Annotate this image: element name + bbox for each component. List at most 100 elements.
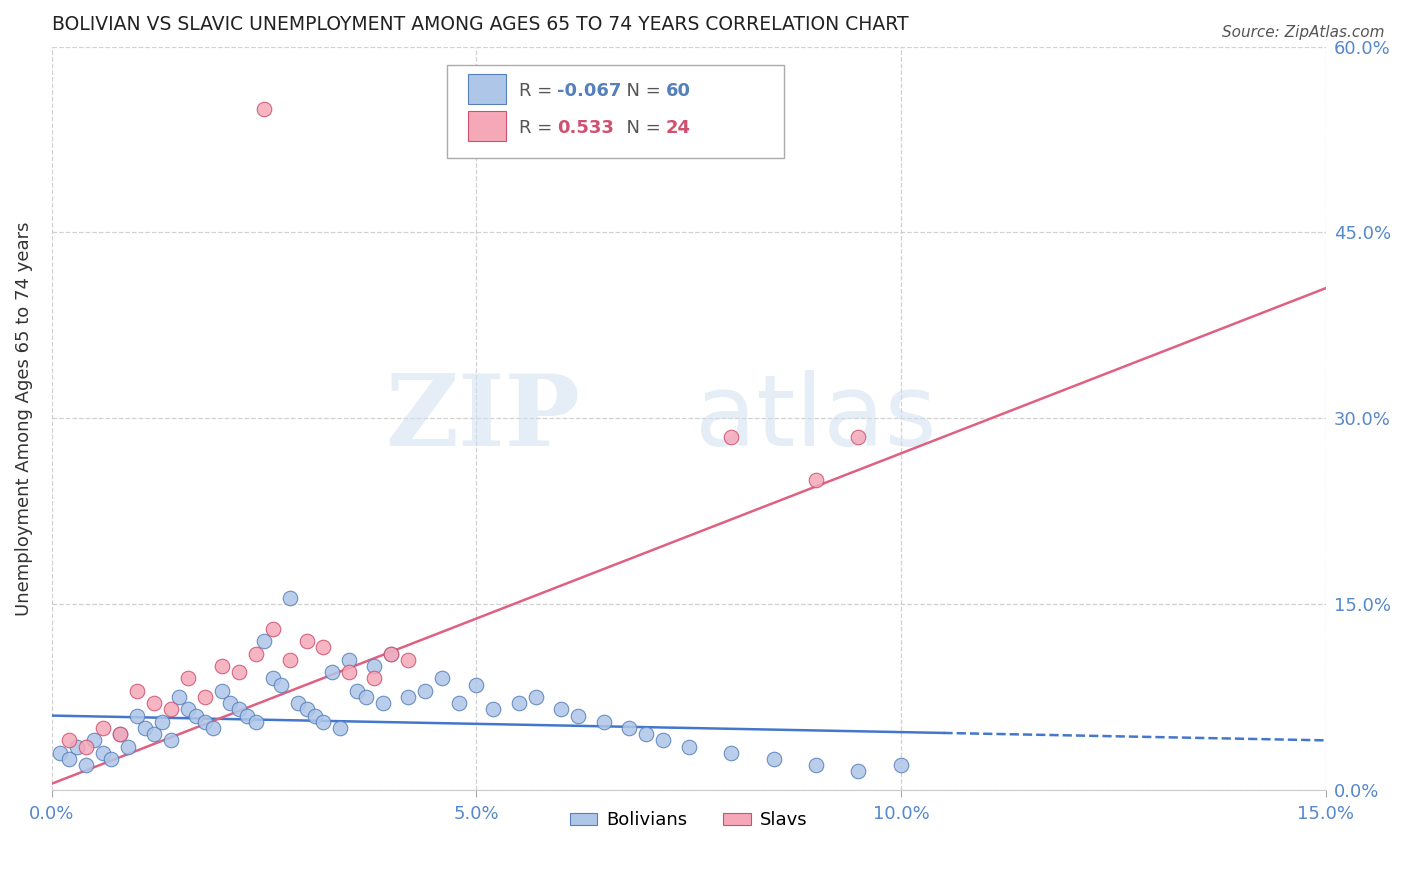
Point	[890, 758, 912, 772]
Text: ZIP: ZIP	[385, 370, 581, 467]
Text: -0.067: -0.067	[557, 82, 621, 100]
Point	[228, 665, 250, 680]
Point	[270, 678, 292, 692]
Bar	[468, 112, 506, 141]
Point	[159, 702, 181, 716]
Point	[75, 739, 97, 754]
Point	[415, 683, 437, 698]
Point	[194, 690, 217, 704]
Point	[380, 647, 402, 661]
Point	[804, 758, 827, 772]
Point	[117, 739, 139, 754]
Point	[176, 672, 198, 686]
Point	[329, 721, 352, 735]
Point	[636, 727, 658, 741]
Point	[167, 690, 190, 704]
Point	[465, 678, 488, 692]
Point	[449, 696, 471, 710]
Point	[432, 672, 454, 686]
Point	[202, 721, 225, 735]
Point	[278, 591, 301, 605]
Point	[125, 708, 148, 723]
Point	[150, 714, 173, 729]
Point	[194, 714, 217, 729]
Point	[49, 746, 72, 760]
Point	[100, 752, 122, 766]
Point	[321, 665, 343, 680]
Point	[848, 430, 870, 444]
Point	[66, 739, 89, 754]
Point	[482, 702, 505, 716]
Point	[219, 696, 242, 710]
Point	[363, 659, 385, 673]
Text: N =: N =	[614, 82, 666, 100]
Point	[312, 640, 335, 655]
Point	[312, 714, 335, 729]
Point	[83, 733, 105, 747]
Point	[58, 752, 80, 766]
Point	[371, 696, 394, 710]
Point	[262, 622, 284, 636]
Legend: Bolivians, Slavs: Bolivians, Slavs	[562, 805, 814, 837]
Point	[278, 653, 301, 667]
Point	[363, 672, 385, 686]
Point	[295, 702, 318, 716]
Point	[236, 708, 259, 723]
Text: 0.533: 0.533	[557, 120, 614, 137]
Point	[253, 102, 276, 116]
Point	[337, 665, 360, 680]
Point	[184, 708, 207, 723]
Point	[142, 727, 165, 741]
Text: 60: 60	[665, 82, 690, 100]
Point	[159, 733, 181, 747]
FancyBboxPatch shape	[447, 65, 785, 158]
Point	[108, 727, 131, 741]
Text: Source: ZipAtlas.com: Source: ZipAtlas.com	[1222, 25, 1385, 40]
Point	[592, 714, 614, 729]
Point	[396, 653, 419, 667]
Point	[678, 739, 700, 754]
Point	[380, 647, 402, 661]
Point	[619, 721, 641, 735]
Point	[346, 683, 368, 698]
Bar	[468, 74, 506, 103]
Point	[176, 702, 198, 716]
Point	[142, 696, 165, 710]
Point	[262, 672, 284, 686]
Point	[524, 690, 547, 704]
Text: atlas: atlas	[695, 370, 936, 467]
Point	[108, 727, 131, 741]
Point	[91, 746, 114, 760]
Point	[134, 721, 156, 735]
Point	[762, 752, 785, 766]
Text: R =: R =	[519, 120, 558, 137]
Point	[295, 634, 318, 648]
Point	[720, 430, 742, 444]
Point	[720, 746, 742, 760]
Point	[253, 634, 276, 648]
Point	[91, 721, 114, 735]
Point	[396, 690, 419, 704]
Point	[58, 733, 80, 747]
Point	[228, 702, 250, 716]
Point	[652, 733, 675, 747]
Point	[287, 696, 309, 710]
Text: 24: 24	[665, 120, 690, 137]
Point	[75, 758, 97, 772]
Point	[245, 714, 267, 729]
Point	[337, 653, 360, 667]
Point	[567, 708, 589, 723]
Y-axis label: Unemployment Among Ages 65 to 74 years: Unemployment Among Ages 65 to 74 years	[15, 221, 32, 615]
Point	[245, 647, 267, 661]
Text: R =: R =	[519, 82, 558, 100]
Point	[508, 696, 530, 710]
Point	[354, 690, 377, 704]
Text: N =: N =	[614, 120, 666, 137]
Point	[804, 473, 827, 487]
Point	[125, 683, 148, 698]
Point	[304, 708, 326, 723]
Point	[550, 702, 572, 716]
Point	[848, 764, 870, 779]
Text: BOLIVIAN VS SLAVIC UNEMPLOYMENT AMONG AGES 65 TO 74 YEARS CORRELATION CHART: BOLIVIAN VS SLAVIC UNEMPLOYMENT AMONG AG…	[52, 15, 908, 34]
Point	[211, 659, 233, 673]
